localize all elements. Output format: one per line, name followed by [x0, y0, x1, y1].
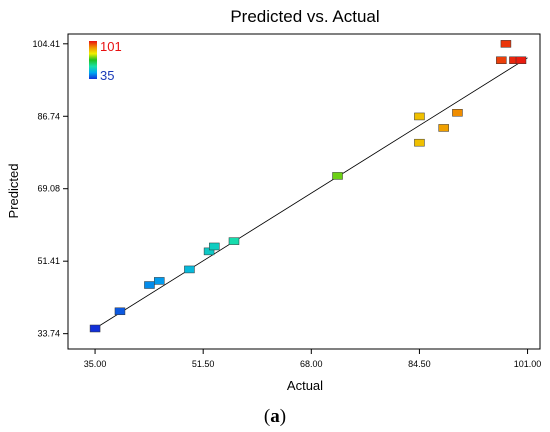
data-point	[500, 40, 512, 48]
x-axis-label: Actual	[287, 378, 323, 393]
data-point	[414, 138, 425, 147]
data-points	[89, 40, 527, 333]
data-point	[496, 56, 507, 64]
chart-title: Predicted vs. Actual	[230, 7, 379, 26]
y-tick-label: 104.41	[32, 39, 60, 49]
color-legend: 101 35	[89, 39, 122, 83]
data-point	[452, 109, 463, 117]
data-point	[154, 277, 165, 285]
data-point	[114, 307, 126, 316]
x-tick-label: 68.00	[300, 359, 323, 369]
y-tick-label: 33.74	[37, 329, 60, 339]
figure-caption-label: a	[270, 406, 280, 427]
x-axis: 35.00 51.50 68.00 84.50 101.00	[84, 349, 542, 369]
figure-caption: (a)	[264, 406, 286, 427]
x-tick-label: 101.00	[514, 359, 542, 369]
data-point	[89, 324, 101, 333]
reference-line	[94, 57, 528, 329]
data-point	[184, 265, 195, 274]
data-point	[228, 237, 240, 245]
y-axis-label: Predicted	[6, 164, 21, 219]
y-tick-label: 69.08	[37, 184, 60, 194]
data-point	[332, 172, 343, 180]
color-scale-bar	[89, 41, 97, 79]
color-scale-max-label: 101	[100, 39, 122, 54]
y-tick-label: 51.41	[37, 256, 60, 266]
x-tick-label: 84.50	[408, 359, 431, 369]
data-point	[209, 242, 220, 251]
x-tick-label: 51.50	[192, 359, 215, 369]
data-point	[414, 112, 425, 121]
y-axis: 33.74 51.41 69.08 86.74 104.41	[32, 39, 68, 339]
y-tick-label: 86.74	[37, 111, 60, 121]
x-tick-label: 35.00	[84, 359, 107, 369]
plot-area	[67, 33, 541, 350]
color-scale-min-label: 35	[100, 68, 114, 83]
data-point	[144, 281, 155, 289]
data-point	[438, 124, 449, 132]
data-point	[515, 56, 527, 64]
